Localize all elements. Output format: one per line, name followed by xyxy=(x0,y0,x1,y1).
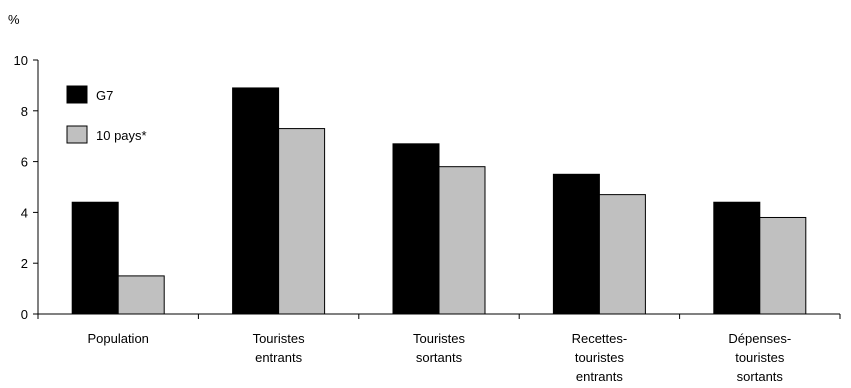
bar-g7-0 xyxy=(71,201,119,315)
legend-label-10-pays: 10 pays* xyxy=(96,128,147,143)
bar-g7-4 xyxy=(713,201,761,315)
x-tick-label: Touristes entrants xyxy=(253,331,306,365)
legend: G7 10 pays* xyxy=(66,85,147,144)
bar-g7-1 xyxy=(232,87,280,315)
x-tick-label-line: entrants xyxy=(255,350,302,365)
y-tick-label: 8 xyxy=(21,104,28,119)
bar-10-pays-0 xyxy=(117,275,165,315)
x-tick-label-line: sortants xyxy=(737,369,784,384)
bar-10-pays-1 xyxy=(278,128,326,315)
y-tick-label: 4 xyxy=(21,205,28,220)
x-tick-label-line: touristes xyxy=(735,350,785,365)
x-tick-label-line: Touristes xyxy=(413,331,466,346)
legend-swatch-g7 xyxy=(66,85,88,104)
y-tick-label: 0 xyxy=(21,307,28,322)
x-tick-label-line: Recettes- xyxy=(572,331,628,346)
bar-g7-3 xyxy=(552,173,600,315)
bar-g7-2 xyxy=(392,143,440,315)
x-tick-label: Population xyxy=(87,331,148,346)
x-tick-labels: Population Touristes entrants Touristes sort… xyxy=(87,331,791,384)
x-tick-label: Touristes sortants xyxy=(413,331,466,365)
x-tick-label-line: Population xyxy=(87,331,148,346)
bar-10-pays-4 xyxy=(759,216,807,315)
y-tick-label: 10 xyxy=(14,53,28,68)
x-tick-label: Dépenses-touristes sortants xyxy=(728,331,791,384)
y-tick-label: 6 xyxy=(21,155,28,170)
y-tick-label: 2 xyxy=(21,256,28,271)
x-tick-label: Recettes-touristes entrants xyxy=(572,331,628,384)
legend-swatch-10-pays xyxy=(66,125,88,144)
bar-10-pays-3 xyxy=(598,194,646,315)
y-unit-label: % xyxy=(8,12,20,27)
x-tick-label-line: Touristes xyxy=(253,331,306,346)
x-axis xyxy=(37,313,841,319)
x-tick-label-line: touristes xyxy=(575,350,625,365)
bar-10-pays-2 xyxy=(438,166,486,315)
x-tick-label-line: entrants xyxy=(576,369,623,384)
legend-label-g7: G7 xyxy=(96,88,113,103)
x-tick-label-line: Dépenses- xyxy=(728,331,791,346)
x-tick-label-line: sortants xyxy=(416,350,463,365)
y-axis: 0 2 4 6 8 10 xyxy=(14,53,39,322)
bars xyxy=(71,87,807,315)
